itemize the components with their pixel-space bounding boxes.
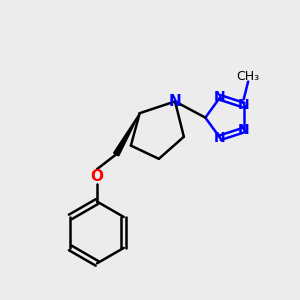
Text: N: N bbox=[214, 131, 226, 145]
Text: CH₃: CH₃ bbox=[237, 70, 260, 83]
Polygon shape bbox=[114, 113, 140, 156]
Text: N: N bbox=[169, 94, 182, 109]
Text: O: O bbox=[91, 169, 103, 184]
Text: N: N bbox=[214, 90, 226, 104]
Text: N: N bbox=[238, 98, 250, 112]
Text: N: N bbox=[238, 123, 250, 137]
